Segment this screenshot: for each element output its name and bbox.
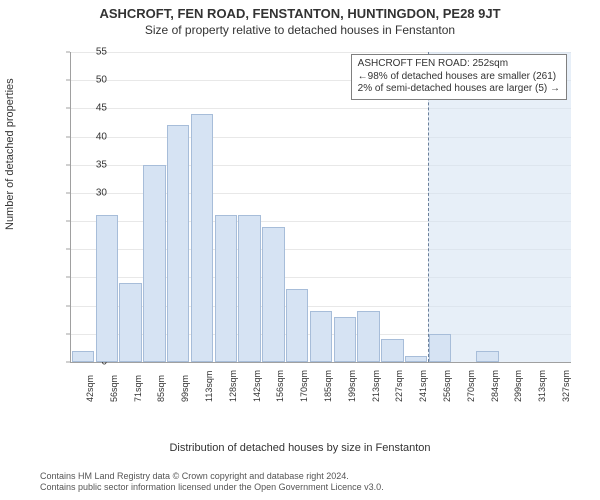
y-tick-label: 45: [83, 103, 107, 114]
x-tick-label: 113sqm: [204, 371, 214, 402]
y-tick-label: 50: [83, 75, 107, 86]
y-tick-label: 35: [83, 159, 107, 170]
y-tick-mark: [66, 221, 70, 222]
x-tick-label: 313sqm: [537, 370, 547, 402]
x-axis-label: Distribution of detached houses by size …: [0, 442, 600, 454]
y-tick-mark: [66, 333, 70, 334]
x-tick-label: 227sqm: [394, 370, 404, 402]
y-tick-mark: [66, 52, 70, 53]
histogram-bar: [72, 351, 94, 362]
y-tick-mark: [66, 164, 70, 165]
plot-region: ASHCROFT FEN ROAD: 252sqm 98% of detache…: [70, 52, 571, 363]
y-tick-mark: [66, 362, 70, 363]
x-tick-label: 270sqm: [466, 370, 476, 402]
page-subtitle: Size of property relative to detached ho…: [0, 21, 600, 37]
footer-attribution: Contains HM Land Registry data © Crown c…: [40, 471, 580, 494]
y-axis-label: Number of detached properties: [4, 78, 16, 230]
y-tick-mark: [66, 249, 70, 250]
histogram-bar: [215, 215, 237, 362]
footer-line-1: Contains HM Land Registry data © Crown c…: [40, 471, 580, 483]
y-tick-mark: [66, 108, 70, 109]
x-tick-label: 170sqm: [299, 370, 309, 402]
y-tick-label: 40: [83, 131, 107, 142]
histogram-bar: [96, 215, 118, 362]
callout-box: ASHCROFT FEN ROAD: 252sqm 98% of detache…: [351, 54, 567, 100]
histogram-bar: [143, 165, 165, 362]
x-tick-label: 56sqm: [109, 375, 119, 402]
x-tick-label: 199sqm: [347, 370, 357, 402]
y-tick-label: 30: [83, 187, 107, 198]
x-tick-label: 241sqm: [418, 370, 428, 402]
callout-line-3: 2% of semi-detached houses are larger (5…: [358, 83, 560, 96]
callout-line-1: ASHCROFT FEN ROAD: 252sqm: [358, 58, 560, 71]
x-tick-label: 128sqm: [228, 370, 238, 402]
histogram-bar: [310, 311, 332, 362]
x-tick-label: 299sqm: [513, 370, 523, 402]
histogram-bar: [119, 283, 141, 362]
x-tick-label: 327sqm: [561, 370, 571, 402]
y-tick-mark: [66, 192, 70, 193]
x-tick-label: 142sqm: [252, 370, 262, 402]
histogram-bar: [334, 317, 356, 362]
histogram-bar: [262, 227, 284, 362]
histogram-bar: [476, 351, 498, 362]
y-tick-label: 55: [83, 47, 107, 58]
histogram-bar: [286, 289, 308, 362]
y-tick-mark: [66, 305, 70, 306]
x-tick-label: 99sqm: [180, 375, 190, 402]
histogram-bar: [357, 311, 379, 362]
y-tick-mark: [66, 80, 70, 81]
x-tick-label: 156sqm: [275, 370, 285, 402]
x-tick-label: 284sqm: [490, 370, 500, 402]
x-tick-label: 213sqm: [371, 370, 381, 402]
histogram-bar: [429, 334, 451, 362]
x-tick-label: 71sqm: [133, 375, 143, 402]
x-tick-label: 42sqm: [85, 375, 95, 402]
y-tick-mark: [66, 277, 70, 278]
x-tick-label: 256sqm: [442, 370, 452, 402]
footer-line-2: Contains public sector information licen…: [40, 482, 580, 494]
y-tick-mark: [66, 136, 70, 137]
chart-area: ASHCROFT FEN ROAD: 252sqm 98% of detache…: [40, 46, 580, 426]
histogram-bar: [381, 339, 403, 362]
page-root: ASHCROFT, FEN ROAD, FENSTANTON, HUNTINGD…: [0, 0, 600, 500]
x-tick-label: 85sqm: [156, 375, 166, 402]
histogram-bar: [191, 114, 213, 362]
histogram-bar: [167, 125, 189, 362]
page-title: ASHCROFT, FEN ROAD, FENSTANTON, HUNTINGD…: [0, 0, 600, 21]
histogram-bar: [238, 215, 260, 362]
callout-line-2: 98% of detached houses are smaller (261): [358, 71, 560, 84]
histogram-bar: [405, 356, 427, 362]
x-tick-label: 185sqm: [323, 370, 333, 402]
